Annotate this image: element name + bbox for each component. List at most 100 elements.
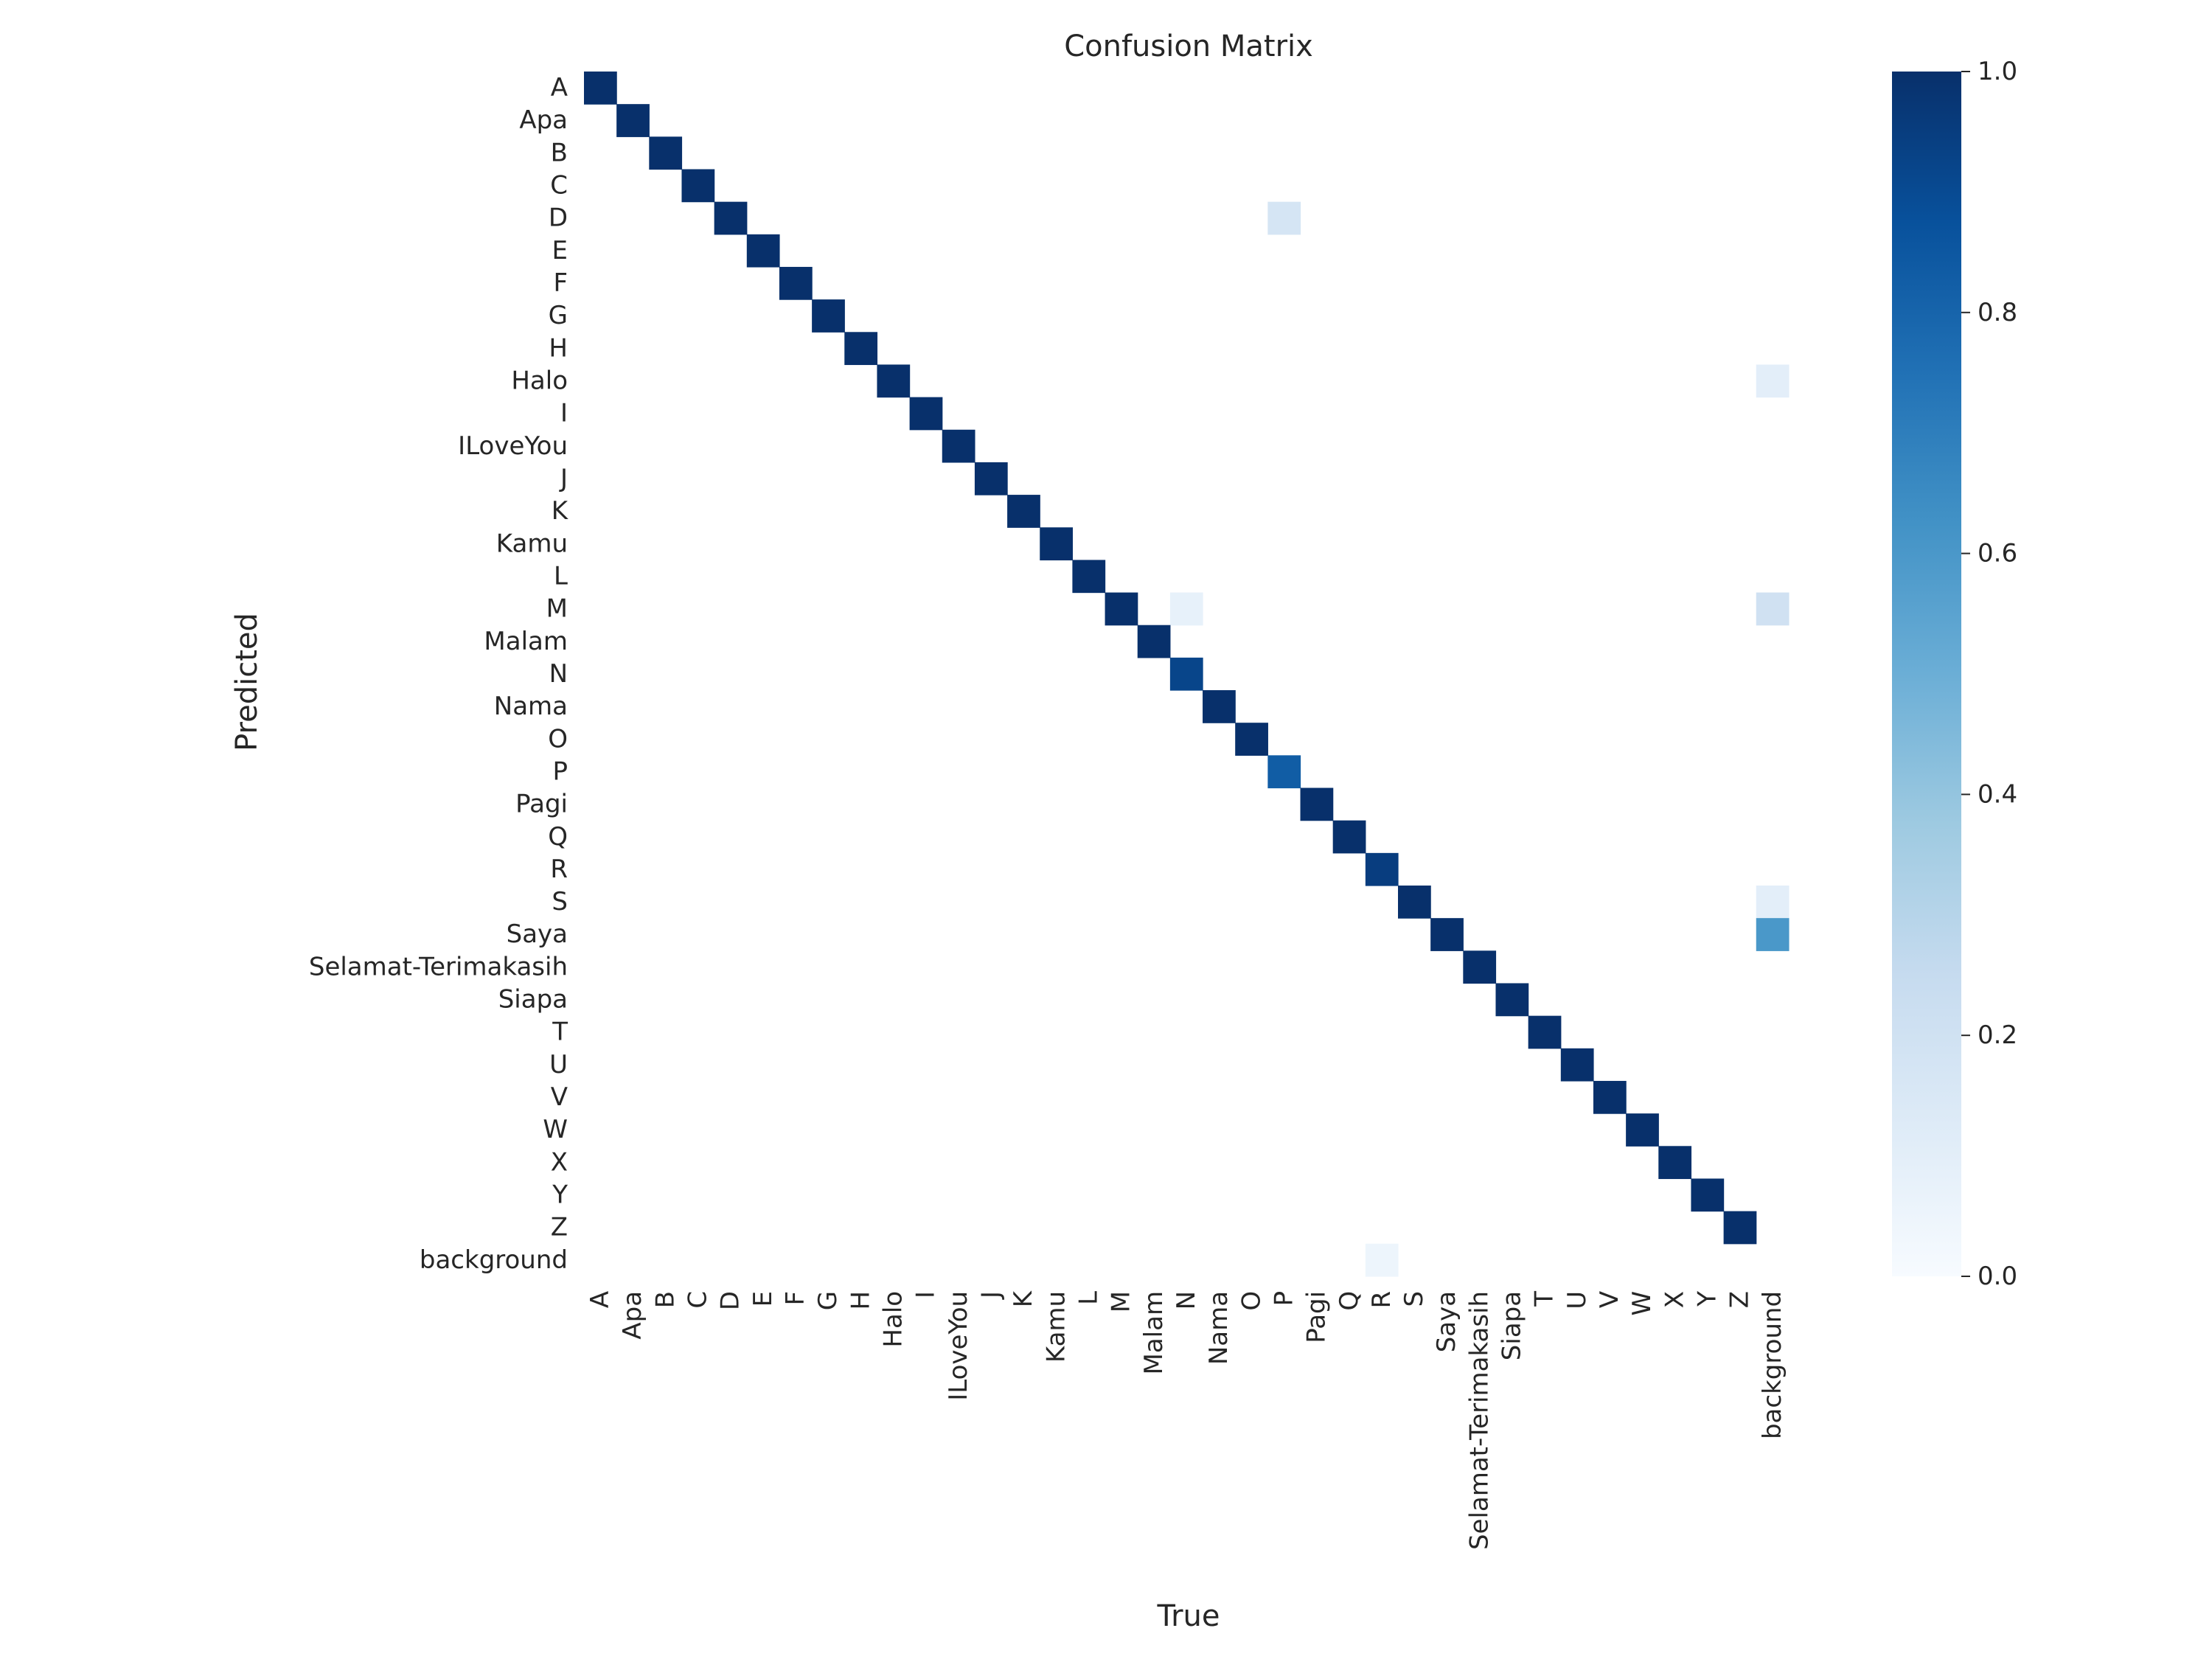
heatmap-cell <box>974 462 1008 495</box>
y-tick-label: X <box>551 1147 568 1177</box>
x-tick-label: Apa <box>618 1291 647 1340</box>
y-tick-label: Selamat-Terimakasih <box>309 952 568 981</box>
heatmap-cell <box>909 397 943 431</box>
x-tick-label: S <box>1399 1291 1429 1307</box>
heatmap-cell <box>1691 1178 1725 1212</box>
x-tick-label: R <box>1367 1291 1397 1309</box>
heatmap-cell <box>1463 950 1497 984</box>
x-tick-label: P <box>1269 1291 1298 1307</box>
x-tick-label: J <box>976 1291 1006 1300</box>
chart-title: Confusion Matrix <box>1064 29 1313 63</box>
x-tick-label: M <box>1107 1291 1136 1312</box>
heatmap-cell <box>844 332 878 366</box>
y-tick-label: P <box>552 757 568 786</box>
y-tick-label: A <box>551 73 568 102</box>
heatmap-cells <box>584 72 1790 1277</box>
y-tick-label: K <box>552 496 569 526</box>
x-tick-label: L <box>1074 1291 1103 1305</box>
colorbar-tick-label: 0.2 <box>1978 1020 2017 1050</box>
y-tick-label: B <box>551 138 568 167</box>
x-tick-label: N <box>1172 1291 1201 1310</box>
y-tick-label: L <box>554 561 568 591</box>
x-tick-label: Halo <box>879 1291 908 1348</box>
x-tick-label: Kamu <box>1041 1291 1071 1363</box>
colorbar-tick-label: 0.6 <box>1978 539 2017 568</box>
x-tick-label: B <box>650 1291 680 1308</box>
x-tick-label: Nama <box>1204 1291 1234 1365</box>
heatmap-cell <box>779 266 813 300</box>
heatmap-cell <box>1169 592 1203 626</box>
x-tick-label: G <box>813 1291 843 1310</box>
x-axis-title: True <box>1157 1599 1220 1633</box>
heatmap-cell <box>1756 886 1790 919</box>
heatmap-cell <box>942 429 975 463</box>
y-tick-label: I <box>560 399 568 428</box>
y-tick-label: S <box>552 887 568 917</box>
y-axis-title: Predicted <box>230 613 264 751</box>
y-tick-label: O <box>548 724 568 754</box>
heatmap-cell <box>1040 527 1073 560</box>
y-tick-label: D <box>549 204 568 233</box>
colorbar-tick-label: 1.0 <box>1978 57 2017 86</box>
heatmap-cell <box>1105 592 1138 626</box>
y-tick-label: Y <box>552 1180 568 1210</box>
x-tick-label: T <box>1530 1291 1559 1307</box>
y-tick-label: Malam <box>484 627 568 656</box>
y-tick-label: J <box>559 464 568 493</box>
y-tick-label: M <box>546 594 568 624</box>
heatmap-cell <box>1365 1243 1399 1277</box>
heatmap-cell <box>1756 364 1790 398</box>
heatmap-cell <box>1560 1048 1594 1082</box>
x-tick-label: E <box>748 1291 778 1307</box>
heatmap-cell <box>1626 1113 1659 1147</box>
heatmap-cell <box>681 169 715 203</box>
x-tick-label: Saya <box>1432 1291 1461 1352</box>
x-tick-label: Malam <box>1139 1291 1169 1375</box>
x-tick-label: X <box>1660 1291 1689 1308</box>
heatmap-cell <box>1137 625 1171 658</box>
x-tick-label: D <box>716 1291 745 1310</box>
heatmap-cell <box>1430 918 1464 951</box>
x-tick-label: C <box>684 1291 713 1309</box>
x-tick-label: H <box>846 1291 875 1310</box>
y-tick-label: Q <box>548 822 568 852</box>
heatmap-cell <box>1332 820 1366 854</box>
colorbar-ticks: 0.0 0.2 0.4 0.6 0.8 1.0 <box>1961 57 2017 1291</box>
heatmap-cell <box>1723 1211 1757 1245</box>
colorbar-tick-label: 0.8 <box>1978 298 2017 327</box>
y-tick-label: Pagi <box>515 790 568 819</box>
heatmap-cell <box>649 136 683 170</box>
x-tick-label: background <box>1758 1291 1787 1439</box>
x-tick-label: U <box>1562 1291 1592 1310</box>
heatmap-cell <box>1398 886 1431 919</box>
x-tick-label: Y <box>1693 1291 1722 1307</box>
heatmap-cell <box>1593 1080 1627 1114</box>
x-tick-label: Pagi <box>1302 1291 1332 1343</box>
heatmap-cell <box>1756 592 1790 626</box>
x-tick-label: A <box>585 1291 615 1308</box>
y-tick-label: N <box>549 659 568 689</box>
x-tick-label: Selamat-Terimakasih <box>1464 1291 1494 1550</box>
heatmap-cell <box>1072 560 1106 594</box>
x-tick-label: Z <box>1725 1291 1755 1308</box>
x-tick-label: W <box>1627 1291 1657 1316</box>
x-tick-label: Siapa <box>1498 1291 1527 1360</box>
y-tick-label: E <box>552 236 568 265</box>
heatmap-cell <box>1169 657 1203 691</box>
heatmap-cell <box>584 72 617 105</box>
heatmap-cell <box>1235 723 1268 756</box>
y-tick-label: W <box>543 1115 568 1144</box>
heatmap-cell <box>1267 201 1301 235</box>
heatmap-cell <box>1495 983 1529 1017</box>
y-tick-label: G <box>549 301 568 330</box>
y-tick-label: Halo <box>511 366 568 396</box>
x-tick-label: F <box>781 1291 810 1306</box>
y-tick-label: Siapa <box>498 985 568 1015</box>
y-tick-label: background <box>420 1245 568 1275</box>
x-tick-label: K <box>1009 1290 1038 1307</box>
heatmap-cell <box>1756 918 1790 951</box>
y-tick-label: ILoveYou <box>458 431 568 461</box>
x-tick-label: Q <box>1335 1291 1364 1311</box>
